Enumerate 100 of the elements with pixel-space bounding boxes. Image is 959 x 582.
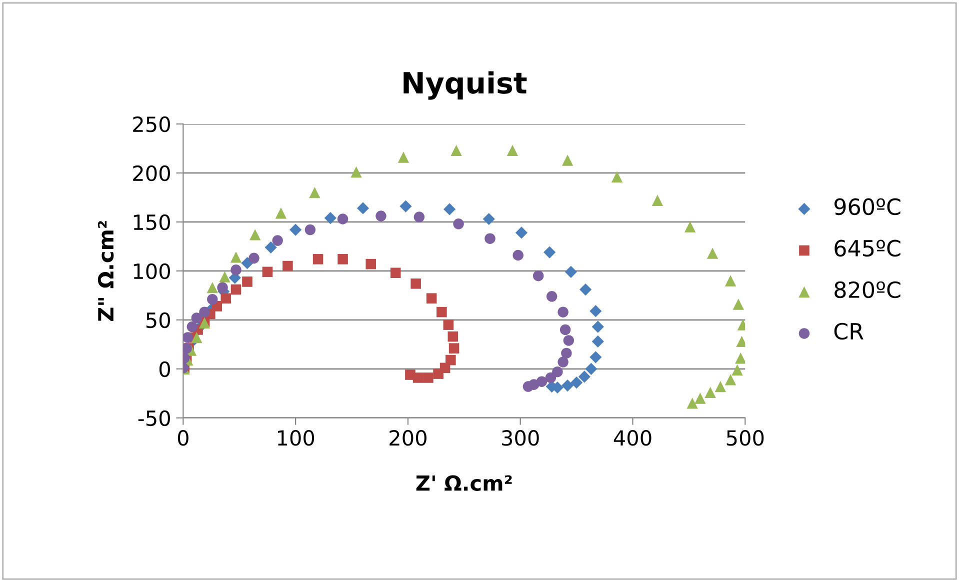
point: [220, 293, 232, 304]
y-tick-label: 250: [133, 116, 170, 132]
point: [275, 208, 287, 219]
point: [590, 305, 602, 318]
point: [443, 203, 456, 216]
point: [312, 254, 324, 264]
point: [324, 212, 336, 224]
point: [724, 275, 736, 286]
point: [410, 278, 421, 289]
point: [282, 260, 293, 272]
point: [376, 210, 386, 222]
point: [563, 335, 574, 346]
point: [564, 266, 577, 278]
point: [448, 331, 458, 342]
point: [230, 264, 242, 276]
point: [443, 320, 454, 330]
point: [426, 293, 437, 304]
point: [515, 226, 528, 239]
point: [562, 379, 574, 392]
point: [309, 186, 320, 198]
point: [724, 374, 736, 386]
point: [453, 218, 464, 230]
point: [570, 376, 583, 389]
point: [611, 171, 623, 182]
point: [390, 268, 401, 278]
x-tick-label: 300: [502, 430, 539, 446]
point: [579, 283, 592, 296]
point: [350, 166, 362, 178]
x-tick-label: 100: [278, 430, 314, 446]
point: [206, 282, 218, 294]
point: [735, 352, 746, 364]
x-axis-title: Z' Ω.cm²: [416, 475, 512, 491]
legend-label: 960ºC: [834, 198, 900, 216]
point: [183, 332, 194, 343]
point: [694, 392, 706, 404]
legend-label: CR: [834, 322, 864, 340]
point: [356, 202, 370, 214]
point: [199, 306, 210, 318]
point: [592, 320, 604, 333]
point: [590, 351, 602, 364]
point: [532, 270, 544, 282]
y-axis-title: Z" Ω.cm²: [98, 221, 114, 321]
point: [191, 312, 202, 324]
point: [704, 386, 716, 398]
point: [230, 284, 242, 295]
point: [544, 246, 556, 258]
point: [732, 364, 743, 376]
chart-title: Nyquist: [404, 71, 527, 100]
point: [714, 380, 726, 392]
point: [400, 200, 412, 212]
point: [304, 224, 316, 236]
point: [552, 366, 563, 378]
point: [512, 250, 524, 261]
y-tick-label: -50: [138, 410, 170, 426]
point: [436, 306, 447, 318]
point: [337, 214, 348, 224]
point: [652, 194, 664, 206]
point: [264, 241, 277, 254]
point: [398, 152, 410, 163]
point: [191, 332, 202, 344]
point: [706, 248, 718, 259]
point: [684, 221, 696, 232]
legend-label: 820ºC: [834, 281, 900, 298]
point: [262, 266, 273, 278]
point: [484, 233, 496, 244]
x-tick-label: 200: [390, 430, 426, 446]
point: [585, 362, 598, 375]
point: [366, 258, 376, 270]
point: [217, 282, 228, 293]
point: [560, 324, 571, 336]
point: [686, 398, 698, 409]
point: [423, 372, 434, 383]
y-tick-label: 0: [159, 361, 170, 378]
point: [732, 298, 744, 310]
point: [592, 335, 604, 348]
point: [546, 291, 558, 302]
point: [522, 381, 534, 392]
point: [338, 254, 348, 264]
y-tick-label: 50: [146, 312, 170, 328]
legend-label: 645ºC: [834, 240, 900, 257]
point: [414, 212, 425, 222]
point: [250, 229, 261, 240]
point: [207, 294, 218, 305]
point: [219, 271, 230, 282]
y-tick-label: 100: [134, 263, 170, 280]
point: [272, 235, 283, 246]
point: [506, 144, 518, 156]
y-tick-label: 200: [133, 165, 170, 182]
x-tick-label: 400: [614, 430, 652, 446]
x-tick-label: 500: [726, 430, 764, 446]
point: [545, 372, 556, 384]
point: [248, 252, 260, 264]
point: [450, 144, 462, 156]
y-tick-label: 150: [134, 214, 170, 230]
point: [558, 306, 568, 318]
point: [433, 368, 444, 379]
point: [561, 348, 572, 359]
point: [230, 252, 242, 263]
point: [186, 321, 198, 332]
point: [578, 370, 590, 383]
